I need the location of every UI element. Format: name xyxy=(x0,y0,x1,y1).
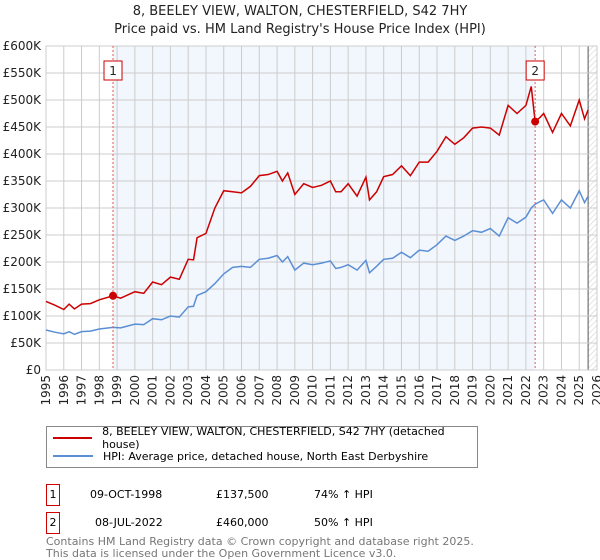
x-tick-label: 2012 xyxy=(341,375,355,406)
x-tick-label: 2001 xyxy=(146,375,160,406)
y-tick-label: £550K xyxy=(3,66,43,80)
legend-item-hpi: HPI: Average price, detached house, Nort… xyxy=(53,448,428,464)
x-tick-label: 2010 xyxy=(306,375,320,406)
x-tick-label: 2002 xyxy=(163,375,177,406)
footer-line-1: Contains HM Land Registry data © Crown c… xyxy=(46,535,474,548)
x-tick-label: 2021 xyxy=(501,375,515,406)
legend: 8, BEELEY VIEW, WALTON, CHESTERFIELD, S4… xyxy=(46,425,478,468)
transaction-badge: 2 xyxy=(46,512,60,534)
legend-swatch-red xyxy=(53,437,93,439)
y-tick-label: £0 xyxy=(26,363,41,377)
x-tick-label: 2026 xyxy=(590,375,600,406)
x-tick-label: 2003 xyxy=(181,375,195,406)
y-tick-label: £100K xyxy=(3,309,43,323)
y-tick-label: £300K xyxy=(3,201,43,215)
x-tick-label: 2020 xyxy=(483,375,497,406)
x-tick-label: 2011 xyxy=(323,375,337,406)
x-tick-label: 2009 xyxy=(288,375,302,406)
property-price-line xyxy=(45,86,589,311)
x-tick-label: 2004 xyxy=(199,375,213,406)
x-tick-label: 2018 xyxy=(448,375,462,406)
x-tick-label: 2008 xyxy=(270,375,284,406)
x-tick-label: 1998 xyxy=(92,375,106,406)
transaction-hpi: 74% ↑ HPI xyxy=(314,488,373,501)
y-tick-label: £150K xyxy=(3,282,43,296)
y-tick-label: £450K xyxy=(3,120,43,134)
sale-point xyxy=(531,117,540,126)
chart-subtitle: Price paid vs. HM Land Registry's House … xyxy=(114,22,486,37)
legend-swatch-blue xyxy=(53,455,93,457)
x-tick-label: 1995 xyxy=(39,375,53,406)
sale-annotation-box xyxy=(525,60,545,81)
sale-annotation-box xyxy=(103,60,123,81)
legend-item-property: 8, BEELEY VIEW, WALTON, CHESTERFIELD, S4… xyxy=(53,425,477,451)
y-tick-label: £50K xyxy=(10,336,42,350)
x-tick-label: 2016 xyxy=(412,375,426,406)
transaction-date: 08-JUL-2022 xyxy=(95,516,163,529)
x-tick-label: 2006 xyxy=(235,375,249,406)
legend-label: 8, BEELEY VIEW, WALTON, CHESTERFIELD, S4… xyxy=(102,425,445,451)
y-tick-label: £200K xyxy=(3,255,43,269)
sale-annotation-label: 2 xyxy=(531,64,539,78)
x-tick-label: 1997 xyxy=(75,375,89,406)
chart: £0 £50K £100K £150K £200K £250K £300K £350K £400… xyxy=(3,39,600,406)
x-tick-label: 2007 xyxy=(252,375,266,406)
y-tick-label: £250K xyxy=(3,228,43,242)
y-tick-label: £350K xyxy=(3,174,43,188)
legend-label: HPI: Average price, detached house, Nort… xyxy=(103,449,429,463)
transaction-badge: 1 xyxy=(46,484,60,506)
transaction-price: £137,500 xyxy=(216,488,269,501)
y-tick-label: £500K xyxy=(3,93,43,107)
x-tick-label: 2017 xyxy=(430,375,444,406)
x-tick-label: 2015 xyxy=(394,375,408,406)
plot-border xyxy=(45,45,598,371)
x-tick-label: 2019 xyxy=(466,375,480,406)
transaction-row: 2 08-JUL-2022 £460,000 50% ↑ HPI xyxy=(46,512,546,534)
sale-point xyxy=(109,291,118,300)
transaction-date: 09-OCT-1998 xyxy=(90,488,163,501)
x-tick-label: 2014 xyxy=(377,375,391,406)
x-tick-label: 2023 xyxy=(537,375,551,406)
y-tick-label: £400K xyxy=(3,147,43,161)
chart-title: 8, BEELEY VIEW, WALTON, CHESTERFIELD, S4… xyxy=(132,4,468,19)
x-tick-label: 2022 xyxy=(519,375,533,406)
footer-line-2: This data is licensed under the Open Gov… xyxy=(46,547,397,560)
x-tick-label: 2013 xyxy=(359,375,373,406)
sale-annotation-label: 1 xyxy=(109,64,117,78)
x-tick-label: 1999 xyxy=(110,375,124,406)
footer: Contains HM Land Registry data © Crown c… xyxy=(46,536,474,560)
x-tick-label: 2005 xyxy=(217,375,231,406)
x-tick-label: 2024 xyxy=(554,375,568,406)
transaction-hpi: 50% ↑ HPI xyxy=(314,516,373,529)
transaction-price: £460,000 xyxy=(216,516,269,529)
y-tick-label: £600K xyxy=(3,39,43,53)
transaction-row: 1 09-OCT-1998 £137,500 74% ↑ HPI xyxy=(46,484,546,506)
hpi-line xyxy=(45,188,589,336)
x-tick-label: 2025 xyxy=(572,375,586,406)
x-tick-label: 2000 xyxy=(128,375,142,406)
x-tick-label: 1996 xyxy=(57,375,71,406)
